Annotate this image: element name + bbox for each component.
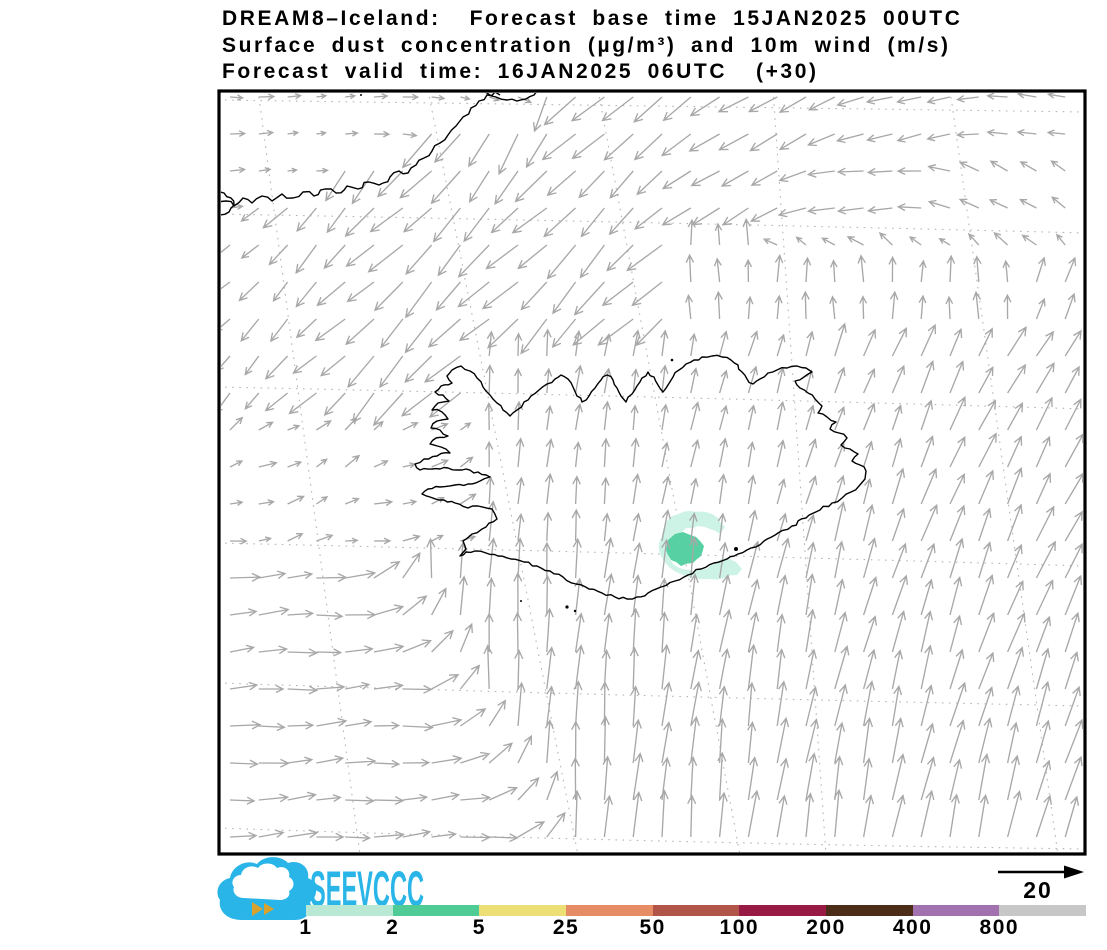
map-frame	[217, 89, 1087, 856]
plot-title: DREAM8–Iceland: Forecast base time 15JAN…	[222, 6, 963, 86]
islet-dot	[565, 605, 569, 609]
colorbar-label: 2	[386, 916, 400, 939]
colorbar-segment	[566, 905, 653, 916]
colorbar-segment	[912, 905, 1000, 916]
colorbar-label: 200	[806, 916, 846, 939]
colorbar-label: 50	[639, 916, 666, 939]
colorbar	[306, 905, 1087, 916]
colorbar-segment	[652, 905, 740, 916]
title-line-2: Surface dust concentration (µg/m³) and 1…	[222, 33, 951, 57]
islet-dot	[734, 547, 738, 551]
colorbar-segment	[826, 905, 913, 916]
colorbar-segment	[739, 905, 827, 916]
wind-reference-label: 20	[1023, 877, 1053, 903]
cloud-icon	[217, 857, 317, 920]
dust-plume-inner	[666, 532, 704, 566]
islet-dot	[670, 358, 674, 362]
wind-vectors	[221, 93, 1083, 843]
title-line-3: Forecast valid time: 16JAN2025 06UTC (+3…	[222, 60, 819, 83]
colorbar-segment	[479, 905, 567, 916]
colorbar-segment	[392, 905, 480, 916]
greenland-islet	[221, 191, 235, 216]
colorbar-label: 400	[892, 916, 933, 939]
islet-dot	[351, 93, 353, 94]
colorbar-segment	[999, 905, 1087, 916]
colorbar-segment	[306, 905, 393, 916]
islet-dot	[520, 600, 522, 602]
iceland-coastline	[414, 354, 867, 600]
colorbar-label: 5	[472, 916, 486, 939]
coastlines	[221, 93, 867, 613]
colorbar-label: 100	[719, 916, 760, 939]
graticule	[221, 93, 1083, 852]
colorbar-labels: 1 2 5 25 50 100 200 400 800	[299, 916, 1086, 946]
islet-dot	[573, 609, 577, 613]
wind-reference-arrow	[998, 865, 1084, 879]
greenland-bay-coastline	[485, 93, 537, 102]
colorbar-label: 1	[299, 916, 313, 939]
title-line-1: DREAM8–Iceland: Forecast base time 15JAN…	[222, 7, 963, 30]
islet-dot	[360, 94, 362, 96]
wind-reference: 20	[992, 860, 1092, 908]
wind-arrows-path	[221, 93, 1083, 843]
colorbar-label: 800	[979, 916, 1020, 939]
colorbar-label: 25	[552, 916, 580, 939]
greenland-coastline	[221, 93, 501, 207]
